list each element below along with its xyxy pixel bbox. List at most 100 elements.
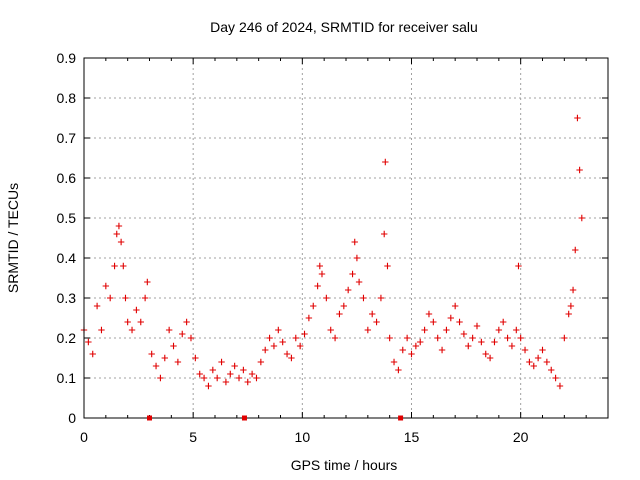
data-point bbox=[270, 342, 278, 350]
data-point bbox=[115, 222, 123, 230]
data-point bbox=[305, 314, 313, 322]
data-point bbox=[456, 318, 463, 326]
gap-markers bbox=[147, 415, 404, 421]
gap-marker-1 bbox=[241, 415, 247, 421]
data-point bbox=[85, 338, 92, 346]
y-tick-label-9: 0.9 bbox=[57, 50, 77, 66]
data-point bbox=[513, 326, 520, 334]
data-point bbox=[486, 354, 494, 362]
data-point bbox=[384, 262, 391, 270]
data-point bbox=[349, 270, 356, 278]
data-point bbox=[543, 358, 551, 366]
data-point bbox=[227, 370, 234, 378]
data-point bbox=[526, 358, 533, 366]
data-point bbox=[235, 374, 243, 382]
data-point bbox=[469, 334, 476, 342]
data-point bbox=[360, 294, 367, 302]
data-point bbox=[515, 262, 522, 270]
data-point bbox=[369, 310, 376, 318]
data-point bbox=[200, 374, 208, 382]
data-point bbox=[128, 326, 136, 334]
data-point bbox=[395, 366, 402, 374]
data-point bbox=[451, 302, 459, 310]
data-point bbox=[552, 374, 559, 382]
data-point bbox=[574, 114, 581, 122]
data-point bbox=[179, 330, 186, 338]
data-point bbox=[192, 354, 199, 362]
data-point bbox=[399, 346, 406, 354]
data-point bbox=[443, 326, 450, 334]
y-tick-label-7: 0.7 bbox=[57, 130, 77, 146]
data-point bbox=[314, 282, 321, 290]
data-point bbox=[120, 262, 127, 270]
data-point bbox=[98, 326, 105, 334]
data-point bbox=[340, 302, 348, 310]
data-point bbox=[465, 342, 472, 350]
y-axis-label: SRMTID / TECUs bbox=[5, 183, 21, 293]
data-point bbox=[521, 346, 529, 354]
data-point bbox=[327, 326, 334, 334]
data-point bbox=[124, 318, 131, 326]
data-point bbox=[377, 294, 385, 302]
y-tick-label-8: 0.8 bbox=[57, 90, 77, 106]
data-point bbox=[530, 362, 537, 370]
x-tick-label-4: 20 bbox=[513, 429, 529, 445]
y-tick-label-6: 0.6 bbox=[57, 170, 77, 186]
data-point bbox=[381, 230, 388, 238]
data-points bbox=[80, 114, 585, 390]
data-point bbox=[296, 342, 304, 350]
data-point bbox=[364, 326, 372, 334]
chart-title: Day 246 of 2024, SRMTID for receiver sal… bbox=[210, 19, 478, 35]
data-point bbox=[240, 366, 247, 374]
data-point bbox=[417, 338, 424, 346]
data-point bbox=[561, 334, 568, 342]
data-point bbox=[137, 318, 144, 326]
data-point bbox=[209, 366, 217, 374]
data-point bbox=[89, 350, 96, 358]
y-tick-label-1: 0.1 bbox=[57, 370, 77, 386]
y-tick-label-5: 0.5 bbox=[57, 210, 77, 226]
data-point bbox=[148, 350, 155, 358]
data-point bbox=[318, 270, 326, 278]
data-point bbox=[253, 374, 260, 382]
data-point bbox=[412, 342, 420, 350]
data-point bbox=[183, 318, 190, 326]
data-point bbox=[107, 294, 114, 302]
x-tick-label-3: 15 bbox=[404, 429, 420, 445]
x-axis-label: GPS time / hours bbox=[291, 457, 398, 473]
data-point bbox=[187, 334, 195, 342]
data-point bbox=[310, 302, 317, 310]
data-point bbox=[344, 286, 352, 294]
data-point bbox=[213, 374, 221, 382]
data-point bbox=[382, 158, 389, 166]
data-point bbox=[113, 230, 120, 238]
data-point bbox=[144, 278, 151, 286]
data-point bbox=[460, 330, 468, 338]
data-point bbox=[292, 334, 299, 342]
data-point bbox=[390, 358, 398, 366]
x-tick-label-1: 5 bbox=[189, 429, 197, 445]
y-tick-label-2: 0.2 bbox=[57, 330, 77, 346]
data-point bbox=[438, 346, 446, 354]
data-point bbox=[495, 326, 503, 334]
data-point bbox=[576, 166, 583, 174]
data-point bbox=[425, 310, 433, 318]
data-point bbox=[421, 326, 428, 334]
data-point bbox=[279, 338, 286, 346]
data-point bbox=[205, 382, 212, 390]
data-point bbox=[353, 254, 361, 262]
data-point bbox=[122, 294, 129, 302]
data-point bbox=[430, 318, 437, 326]
data-point bbox=[257, 358, 265, 366]
data-point bbox=[572, 246, 579, 254]
data-point bbox=[508, 342, 516, 350]
data-point bbox=[565, 310, 572, 318]
data-point bbox=[244, 378, 251, 386]
data-point bbox=[331, 334, 339, 342]
gap-marker-0 bbox=[147, 415, 152, 421]
data-point bbox=[500, 318, 507, 326]
data-point bbox=[473, 322, 481, 330]
data-point bbox=[403, 334, 411, 342]
data-point bbox=[482, 350, 489, 358]
